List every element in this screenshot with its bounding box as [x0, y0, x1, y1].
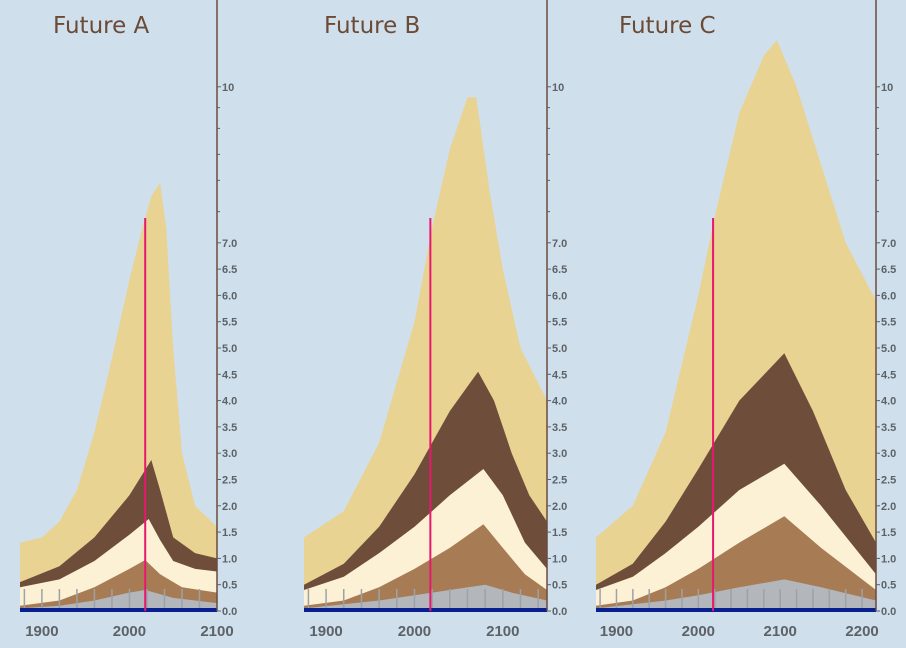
blue-baseline [596, 608, 876, 612]
y-tick-label: 5.5 [881, 317, 896, 329]
y-tick-label: 10 [881, 82, 893, 94]
area-gray [304, 584, 547, 611]
blue-baseline [304, 608, 547, 612]
x-tick-label: 2100 [200, 623, 233, 640]
y-tick-label: 0.0 [552, 606, 567, 618]
y-tick-label: 1.5 [552, 527, 567, 539]
y-tick-label: 7.0 [222, 238, 237, 250]
y-tick-label: 7.0 [552, 238, 567, 250]
y-tick-label: 3.5 [881, 422, 896, 434]
x-tick-label: 2200 [845, 623, 878, 640]
y-tick-label: 6.5 [552, 264, 567, 276]
area-tan [20, 183, 217, 611]
blue-baseline [20, 608, 217, 612]
y-tick-label: 4.0 [881, 396, 896, 408]
y-tick-label: 4.5 [881, 369, 896, 381]
y-tick-label: 2.0 [222, 501, 237, 513]
x-tick-label: 1900 [25, 623, 58, 640]
y-tick-label: 2.5 [552, 475, 567, 487]
x-tick-label: 2100 [764, 623, 797, 640]
y-tick-label: 3.5 [222, 422, 237, 434]
y-tick-label: 10 [222, 82, 234, 94]
panel-future-a: 10 7.0 6.5 6.0 5.5 5.0 4.5 4.0 3.5 3.0 2.5 2.0 1.5 1.… [20, 0, 237, 640]
area-gray [20, 590, 217, 611]
y-tick-label: 0.5 [881, 580, 896, 592]
y-tick-label: 0.0 [881, 606, 896, 618]
panel-future-c: 10 7.0 6.5 6.0 5.5 5.0 4.5 4.0 3.5 3.0 2.5 2.0 1.5 1.… [596, 0, 896, 640]
y-tick-label: 5.5 [552, 317, 567, 329]
y-tick-label: 6.5 [881, 264, 896, 276]
y-tick-label: 2.5 [881, 475, 896, 487]
y-tick-label: 4.0 [222, 396, 237, 408]
y-tick-label: 2.0 [552, 501, 567, 513]
y-tick-label: 6.0 [222, 290, 237, 302]
panel-title: Future A [53, 13, 150, 39]
y-tick-label: 1.0 [881, 553, 896, 565]
x-tick-label: 2000 [398, 623, 431, 640]
y-tick-label: 4.5 [552, 369, 567, 381]
y-tick-label: 4.0 [552, 396, 567, 408]
x-tick-label: 2000 [113, 623, 146, 640]
y-tick-label: 5.0 [881, 343, 896, 355]
panel-title: Future B [324, 13, 420, 39]
y-tick-label: 6.5 [222, 264, 237, 276]
y-tick-label: 4.5 [222, 369, 237, 381]
x-tick-label: 1900 [309, 623, 342, 640]
y-tick-label: 5.5 [222, 317, 237, 329]
y-tick-label: 3.0 [881, 448, 896, 460]
y-tick-label: 3.0 [222, 448, 237, 460]
y-tick-label: 2.5 [222, 475, 237, 487]
y-tick-label: 3.0 [552, 448, 567, 460]
y-tick-label: 6.0 [552, 290, 567, 302]
y-tick-label: 3.5 [552, 422, 567, 434]
y-tick-label: 5.0 [222, 343, 237, 355]
y-tick-label: 1.0 [222, 553, 237, 565]
y-tick-label: 10 [552, 82, 564, 94]
y-tick-label: 1.0 [552, 553, 567, 565]
y-tick-label: 0.0 [222, 606, 237, 618]
x-tick-label: 2100 [486, 623, 519, 640]
y-tick-label: 2.0 [881, 501, 896, 513]
y-tick-label: 1.5 [881, 527, 896, 539]
y-tick-label: 6.0 [881, 290, 896, 302]
panel-title: Future C [619, 13, 716, 39]
panel-future-b: 10 7.0 6.5 6.0 5.5 5.0 4.5 4.0 3.5 3.0 2.5 2.0 1.5 1.… [304, 0, 567, 640]
x-tick-label: 1900 [600, 623, 633, 640]
y-tick-label: 0.5 [222, 580, 237, 592]
y-tick-label: 5.0 [552, 343, 567, 355]
y-tick-label: 1.5 [222, 527, 237, 539]
y-tick-label: 7.0 [881, 238, 896, 250]
y-tick-label: 0.5 [552, 580, 567, 592]
x-tick-label: 2000 [682, 623, 715, 640]
